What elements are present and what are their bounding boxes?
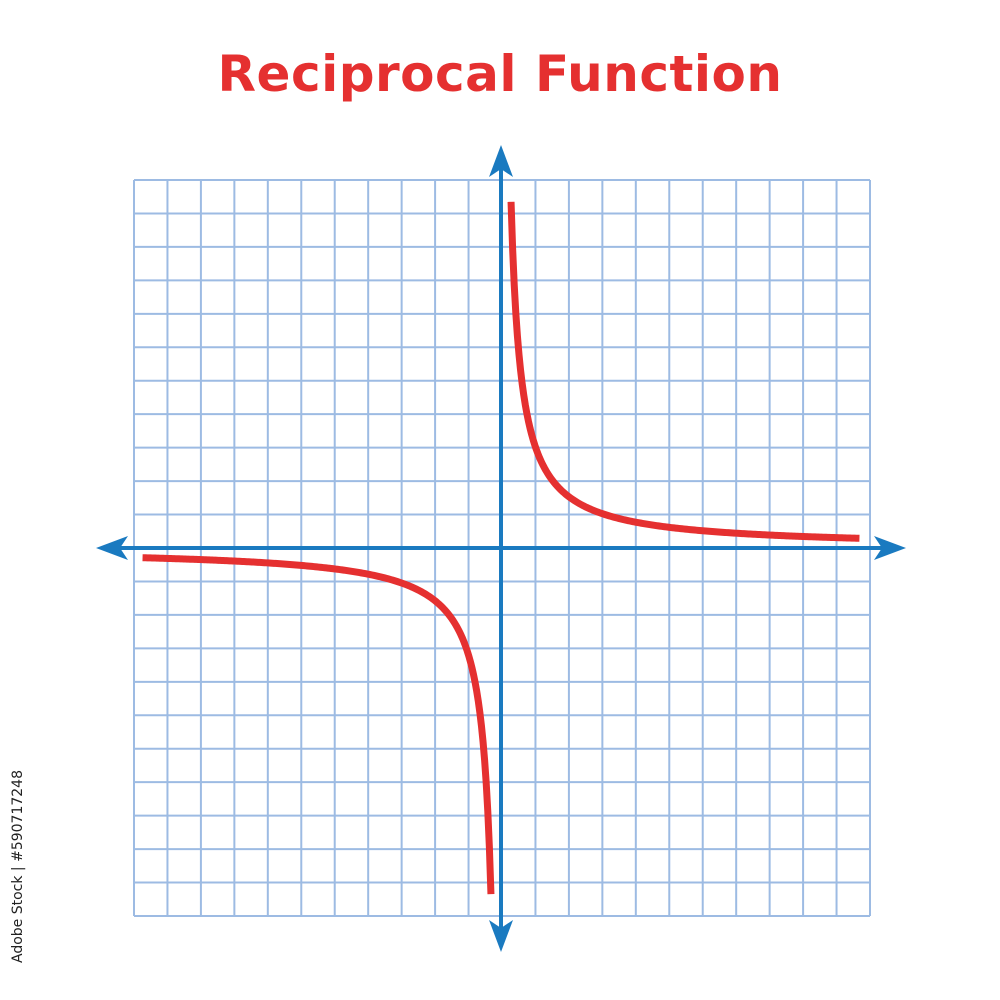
y-axis-arrow-top — [489, 145, 513, 177]
axes — [96, 145, 906, 952]
stock-id-label: Adobe Stock | #590717248 — [10, 770, 26, 963]
y-axis-arrow-bottom — [489, 920, 513, 952]
chart-title: Reciprocal Function — [217, 45, 783, 103]
x-axis-arrow-left — [96, 536, 128, 560]
x-axis-arrow-right — [874, 536, 906, 560]
curve-positive-branch — [507, 201, 862, 542]
curves — [140, 201, 862, 895]
curve-negative-branch — [140, 554, 495, 895]
